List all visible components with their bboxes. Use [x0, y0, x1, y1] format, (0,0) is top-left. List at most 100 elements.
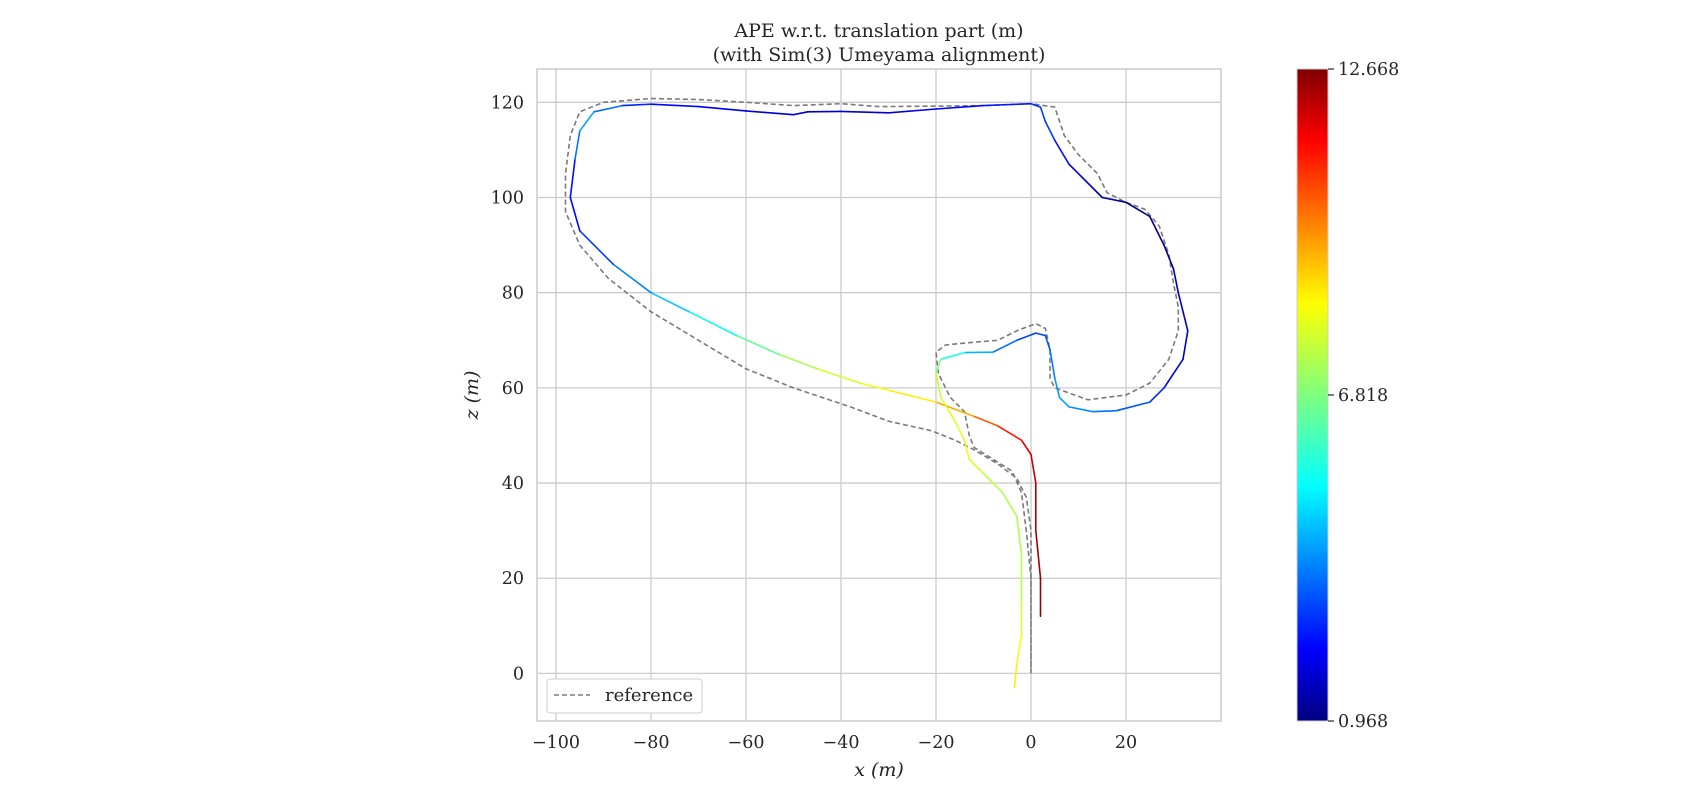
- trajectory-segment: [612, 263, 652, 294]
- trajectory-segment: [840, 110, 890, 114]
- trajectory-segment: [569, 196, 581, 232]
- legend-label-reference: reference: [605, 685, 693, 706]
- trajectory-segment: [973, 415, 999, 427]
- trajectory-segment: [935, 358, 942, 375]
- trajectory-segment: [1177, 291, 1189, 332]
- trajectory-segment: [1030, 102, 1042, 108]
- y-tick-label: 20: [502, 569, 524, 589]
- trajectory-segment: [578, 230, 614, 265]
- trajectory-segment: [1101, 196, 1127, 204]
- trajectory-segment: [697, 105, 747, 112]
- trajectory-segment: [1092, 409, 1118, 413]
- colorbar-tick-label: 12.668: [1338, 60, 1399, 80]
- trajectory-segment: [1001, 491, 1018, 518]
- trajectory-segment: [963, 439, 971, 461]
- trajectory-segment: [1044, 120, 1056, 142]
- trajectory-segment: [1149, 215, 1165, 246]
- trajectory-segment: [621, 103, 652, 107]
- y-axis-label: z (m): [461, 371, 483, 421]
- trajectory-segment: [792, 111, 809, 116]
- y-tick-label: 80: [502, 284, 524, 304]
- trajectory-segment: [996, 425, 1023, 442]
- y-tick-label: 0: [513, 664, 524, 684]
- trajectory-segment: [954, 420, 966, 442]
- trajectory-segment: [939, 351, 966, 361]
- reference-trajectory: [564, 97, 1180, 674]
- trajectory-segment: [982, 472, 1004, 494]
- trajectory-segment: [650, 103, 700, 108]
- trajectory-segment: [578, 111, 595, 132]
- x-tick-label: 0: [1025, 733, 1036, 753]
- trajectory-segment: [1163, 244, 1175, 270]
- plot-area: [537, 69, 1221, 721]
- trajectory-segment: [1068, 163, 1094, 189]
- trajectory-segment: [935, 401, 975, 418]
- trajectory-segment: [1068, 406, 1094, 413]
- trajectory-segment: [593, 104, 624, 113]
- trajectory-segment: [1054, 139, 1070, 165]
- trajectory-segment: [968, 458, 985, 475]
- trajectory-segment: [982, 102, 1032, 107]
- y-tick-label: 40: [502, 474, 524, 494]
- chart-title: APE w.r.t. translation part (m): [733, 20, 1023, 42]
- trajectory-segment: [1020, 439, 1032, 456]
- trajectory-segment: [1030, 453, 1037, 484]
- trajectory-segment: [939, 396, 956, 423]
- trajectory-segment: [1035, 529, 1042, 580]
- y-tick-labels: 0 20 40 60 80 100 120: [491, 93, 524, 684]
- colorbar-gradient: [1296, 68, 1329, 722]
- plot-frame: [536, 68, 1222, 722]
- trajectory-segment: [1163, 358, 1184, 389]
- trajectory-segment: [735, 334, 781, 356]
- trajectory-segment: [569, 158, 576, 199]
- trajectory-segment: [1035, 332, 1047, 337]
- colorbar: 0.968 6.818 12.668: [1296, 60, 1399, 732]
- x-tick-label: −20: [918, 733, 955, 753]
- trajectory-segment: [859, 382, 890, 392]
- chart-subtitle: (with Sim(3) Umeyama alignment): [713, 44, 1046, 66]
- trajectory-segment: [1044, 334, 1051, 351]
- trajectory-segment: [1125, 201, 1151, 218]
- trajectory-segment: [745, 110, 795, 116]
- trajectory-segment: [1039, 106, 1047, 123]
- trajectory-segment: [935, 372, 942, 399]
- trajectory-segment: [1015, 634, 1023, 665]
- trajectory-segment: [574, 130, 581, 161]
- colorbar-tick-label: 6.818: [1338, 386, 1388, 406]
- colorbar-tick-label: 0.968: [1338, 712, 1388, 732]
- trajectory-segment: [935, 104, 985, 110]
- trajectory-segment: [1058, 396, 1070, 408]
- x-tick-label: −100: [532, 733, 580, 753]
- trajectory-segment: [650, 291, 690, 313]
- x-tick-label: 20: [1115, 733, 1137, 753]
- trajectory-segment: [816, 367, 861, 384]
- legend: reference: [546, 678, 703, 714]
- y-tick-label: 60: [502, 379, 524, 399]
- trajectory-segment: [1015, 515, 1023, 556]
- trajectory-segment: [1049, 348, 1056, 380]
- trajectory-segment: [1115, 401, 1151, 412]
- legend-box: [546, 678, 703, 714]
- trajectory-segment: [1054, 377, 1061, 399]
- trajectory-segment: [887, 389, 937, 403]
- trajectory-segment: [1172, 268, 1180, 294]
- trajectory-segment: [688, 310, 738, 337]
- x-tick-label: −40: [823, 733, 860, 753]
- x-tick-label: −80: [633, 733, 670, 753]
- trajectory-segment: [778, 353, 819, 370]
- estimate-trajectory: [569, 102, 1189, 689]
- trajectory-segment: [1092, 187, 1104, 199]
- trajectory-segment: [887, 108, 937, 114]
- series-layer: [564, 97, 1189, 689]
- y-tick-label: 120: [491, 93, 524, 113]
- trajectory-segment: [1149, 387, 1165, 403]
- trajectory-segment: [1013, 663, 1018, 689]
- y-tick-label: 100: [491, 188, 524, 208]
- x-tick-labels: −100 −80 −60 −40 −20 0 20: [532, 733, 1137, 753]
- trajectory-segment: [992, 339, 1018, 354]
- x-tick-label: −60: [728, 733, 765, 753]
- colorbar-ticks: 0.968 6.818 12.668: [1328, 60, 1399, 732]
- x-axis-label: x (m): [854, 759, 904, 781]
- trajectory-segment: [1015, 332, 1037, 342]
